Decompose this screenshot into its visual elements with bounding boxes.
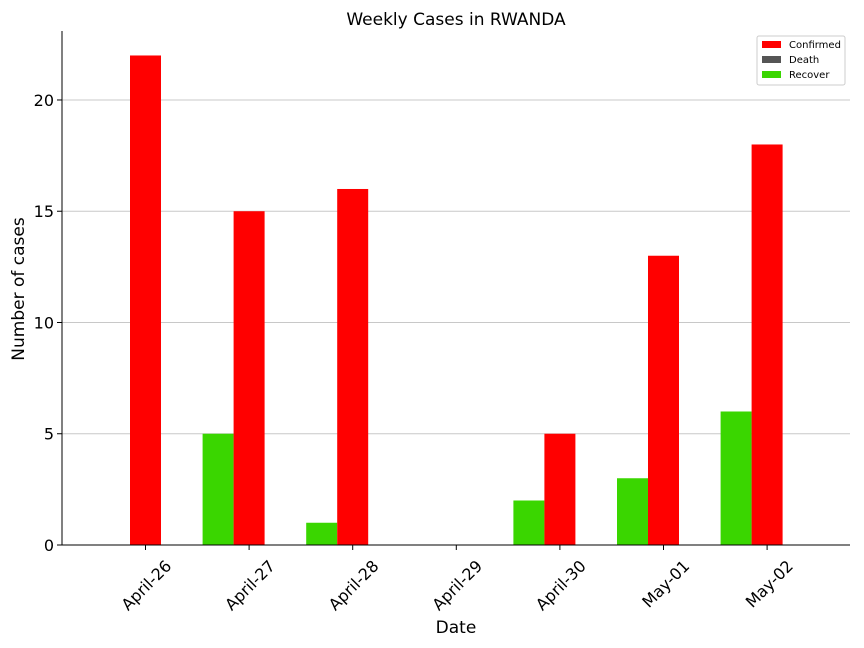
legend: Confirmed Death Recover [756, 35, 846, 86]
legend-label: Confirmed [789, 40, 841, 51]
bar-recover [720, 411, 752, 545]
x-tick-label: April-28 [325, 556, 383, 614]
legend-swatch [762, 41, 781, 48]
bar-confirmed [233, 211, 265, 545]
x-ticks: April-26 April-27 April-28 April-29 April-30… [118, 545, 797, 614]
x-tick-label: May-01 [638, 556, 693, 611]
x-tick-label: April-26 [118, 556, 176, 614]
chart-title: Weekly Cases in RWANDA [346, 10, 566, 30]
legend-label: Recover [789, 70, 830, 81]
bar-confirmed [337, 188, 369, 546]
bar-confirmed [544, 433, 576, 545]
bar-confirmed [648, 255, 679, 545]
y-ticks: 0 5 10 15 20 [34, 91, 62, 555]
y-tick-label: 10 [34, 313, 54, 332]
y-tick-label: 0 [44, 536, 54, 555]
gridlines [62, 99, 850, 435]
bar-recover [306, 522, 338, 545]
y-axis-label: Number of cases [9, 217, 29, 361]
legend-swatch [762, 56, 781, 63]
x-tick-label: May-02 [742, 556, 797, 611]
legend-label: Death [789, 55, 819, 66]
bars [130, 55, 783, 546]
legend-swatch [762, 71, 781, 78]
bar-confirmed [130, 55, 161, 545]
bar-recover [513, 500, 545, 545]
x-tick-label: April-27 [221, 556, 279, 614]
x-tick-label: April-30 [532, 556, 590, 614]
bar-recover [617, 478, 648, 545]
y-tick-label: 20 [34, 91, 54, 110]
x-axis-label: Date [436, 618, 477, 638]
y-tick-label: 5 [44, 425, 54, 444]
x-tick-label: April-29 [428, 556, 486, 614]
bar-confirmed [751, 144, 783, 545]
y-tick-label: 15 [34, 202, 54, 221]
bar-recover [202, 433, 234, 545]
